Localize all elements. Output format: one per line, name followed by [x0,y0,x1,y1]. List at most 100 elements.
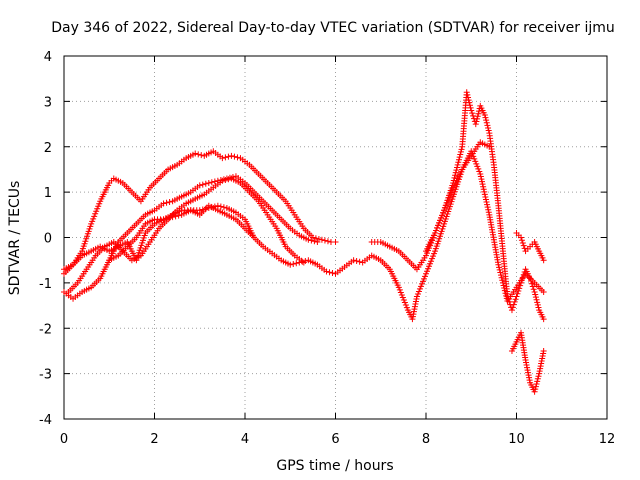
data-point [532,386,539,393]
data-point [518,279,525,286]
data-point [517,282,524,289]
data-point [419,278,426,285]
x-axis-label: GPS time / hours [276,458,393,474]
data-point [483,117,490,124]
data-point [234,154,241,161]
data-point [456,154,463,161]
y-tick-label: -2 [39,322,52,337]
data-point [519,274,526,281]
data-point [411,303,418,310]
data-point [326,269,333,276]
data-point [465,94,472,101]
data-point [217,203,224,210]
data-point [414,290,421,297]
data-point [353,257,360,264]
data-point [540,347,547,354]
data-point [425,265,432,272]
data-point [499,277,506,284]
data-point [464,91,471,98]
data-point [468,107,475,114]
data-point [199,181,206,188]
data-point [421,273,428,280]
data-point [293,260,300,267]
y-tick-label: -4 [39,413,52,428]
data-point [202,205,209,212]
data-point [466,102,473,109]
data-point [455,156,462,163]
data-point [410,308,417,315]
data-point [466,99,473,106]
data-point [172,213,179,220]
y-tick-label: 0 [44,232,52,247]
y-tick-label: 1 [44,186,52,201]
data-point [538,358,545,365]
data-point [448,189,455,196]
data-point [92,210,99,217]
data-point [449,187,456,194]
data-point [416,285,423,292]
data-point [495,261,502,268]
data-point [481,188,488,195]
data-point [417,283,424,290]
data-point [530,286,537,293]
data-point [474,163,481,170]
data-point [471,155,478,162]
data-point [299,258,306,265]
data-point [175,212,182,219]
data-point [89,218,96,225]
data-point [438,214,445,221]
data-point [199,206,206,213]
data-point [484,122,491,129]
x-tick-label: 10 [508,432,525,447]
data-point [539,355,546,362]
data-point [308,237,315,244]
data-point [225,153,232,160]
data-point [476,168,483,175]
data-point [528,280,535,287]
grid-lines [64,56,607,419]
data-point [409,313,416,320]
data-point [533,380,540,387]
data-point [163,199,170,206]
data-point [477,173,484,180]
data-point [485,209,492,216]
data-point [516,285,523,292]
data-point [321,237,328,244]
data-point [474,113,481,120]
data-point [160,200,167,207]
data-point [302,257,309,264]
data-point [442,204,449,211]
data-point [478,176,485,183]
data-point [323,268,330,275]
data-point [96,200,103,207]
data-point [523,362,530,369]
x-tick-label: 2 [150,432,158,447]
data-point [512,296,519,303]
data-point [455,159,462,166]
data-point [231,153,238,160]
chart-title: Day 346 of 2022, Sidereal Day-to-day VTE… [51,20,615,36]
data-point [481,191,488,198]
y-axis-label: SDTVAR / TECUs [7,181,23,296]
data-point [452,172,459,179]
data-point [214,202,221,209]
data-point [472,121,479,128]
data-point [520,242,527,249]
data-point [515,288,522,295]
data-point [251,234,258,241]
data-point [485,127,492,134]
data-point [508,307,515,314]
data-point [510,301,517,308]
data-point [532,383,539,390]
data-point [482,114,489,121]
data-point [526,374,533,381]
x-tick-label: 4 [241,432,249,447]
data-point [228,152,235,159]
data-point [482,193,489,200]
data-point [536,368,543,375]
data-point [483,119,490,126]
data-point [498,274,505,281]
data-point [418,280,425,287]
data-point [463,89,470,96]
data-point [91,213,98,220]
